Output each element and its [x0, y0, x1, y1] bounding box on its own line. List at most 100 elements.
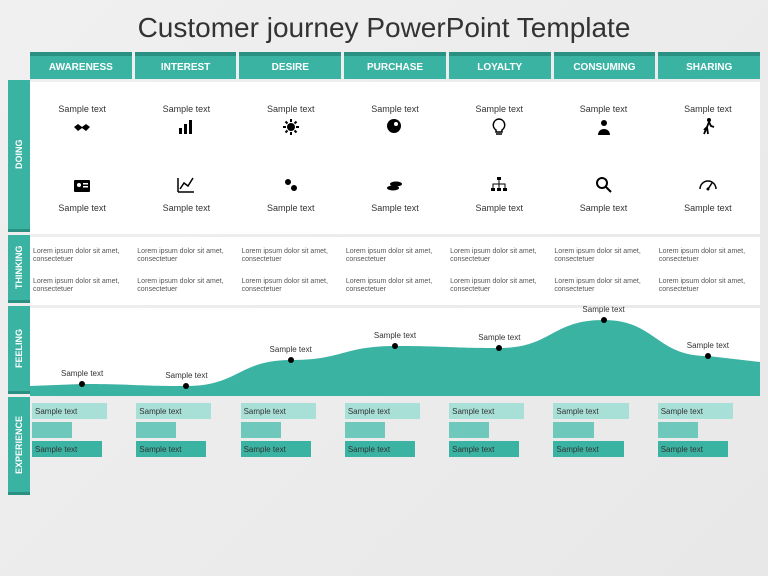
experience-bar: Sample text [345, 403, 420, 419]
doing-label: Sample text [267, 104, 315, 114]
experience-bar: Sample text [136, 403, 211, 419]
doing-item: Sample text [476, 174, 524, 213]
stage-header: INTEREST [135, 52, 237, 79]
experience-bar: Sample text [241, 403, 316, 419]
doing-label: Sample text [58, 203, 106, 213]
stage-headers: AWARENESSINTERESTDESIREPURCHASELOYALTYCO… [30, 52, 760, 79]
experience-bar [136, 422, 176, 438]
doing-label: Sample text [684, 203, 732, 213]
gauge-icon [697, 174, 719, 196]
thinking-column: Lorem ipsum dolor sit amet, consectetuer… [343, 237, 447, 305]
thinking-text: Lorem ipsum dolor sit amet, consectetuer [450, 278, 548, 295]
feeling-point [601, 317, 607, 323]
feeling-label: Sample text [687, 341, 729, 350]
gear-icon [280, 116, 302, 138]
feeling-label: Sample text [270, 345, 312, 354]
doing-section: Sample text Sample text Sample text Samp… [30, 82, 760, 234]
thinking-column: Lorem ipsum dolor sit amet, consectetuer… [239, 237, 343, 305]
doing-column: Sample text Sample text [551, 82, 655, 234]
thinking-column: Lorem ipsum dolor sit amet, consectetuer… [134, 237, 238, 305]
doing-label: Sample text [476, 104, 524, 114]
experience-bar [241, 422, 281, 438]
doing-label: Sample text [684, 104, 732, 114]
feeling-point [392, 343, 398, 349]
experience-bar [345, 422, 385, 438]
experience-bar: Sample text [241, 441, 311, 457]
search-icon [593, 174, 615, 196]
journey-container: DOING THINKING FEELING EXPERIENCE AWAREN… [0, 52, 768, 498]
thinking-text: Lorem ipsum dolor sit amet, consectetuer [554, 278, 652, 295]
thinking-text: Lorem ipsum dolor sit amet, consectetuer [659, 278, 757, 295]
thinking-text: Lorem ipsum dolor sit amet, consectetuer [137, 248, 235, 265]
experience-bar: Sample text [32, 403, 107, 419]
experience-column: Sample text Sample text [134, 399, 238, 497]
handshake-icon [71, 116, 93, 138]
thinking-text: Lorem ipsum dolor sit amet, consectetuer [242, 278, 340, 295]
feeling-point [288, 357, 294, 363]
feeling-label: Sample text [478, 333, 520, 342]
doing-column: Sample text Sample text [656, 82, 760, 234]
thinking-text: Lorem ipsum dolor sit amet, consectetuer [33, 248, 131, 265]
page-title: Customer journey PowerPoint Template [0, 0, 768, 52]
experience-bar: Sample text [658, 403, 733, 419]
experience-column: Sample text Sample text [656, 399, 760, 497]
thinking-column: Lorem ipsum dolor sit amet, consectetuer… [447, 237, 551, 305]
doing-column: Sample text Sample text [30, 82, 134, 234]
experience-bar: Sample text [553, 441, 623, 457]
feeling-label: Sample text [165, 371, 207, 380]
feeling-label: Sample text [61, 369, 103, 378]
doing-label: Sample text [163, 203, 211, 213]
stage-header: SHARING [658, 52, 760, 79]
experience-bar: Sample text [658, 441, 728, 457]
thinking-column: Lorem ipsum dolor sit amet, consectetuer… [30, 237, 134, 305]
gears-icon [280, 174, 302, 196]
feeling-section: Sample text Sample text Sample text Sample … [30, 308, 760, 396]
doing-item: Sample text [58, 104, 106, 143]
doing-column: Sample text Sample text [343, 82, 447, 234]
experience-bar: Sample text [449, 403, 524, 419]
doing-column: Sample text Sample text [239, 82, 343, 234]
doing-item: Sample text [371, 104, 419, 143]
doing-item: Sample text [684, 174, 732, 213]
doing-item: Sample text [580, 104, 628, 143]
feeling-point [183, 383, 189, 389]
walking-icon [697, 116, 719, 138]
feeling-point [496, 345, 502, 351]
thinking-column: Lorem ipsum dolor sit amet, consectetuer… [656, 237, 760, 305]
side-label-feeling: FEELING [8, 306, 30, 394]
stage-header: AWARENESS [30, 52, 132, 79]
thinking-text: Lorem ipsum dolor sit amet, consectetuer [137, 278, 235, 295]
doing-label: Sample text [163, 104, 211, 114]
experience-bar: Sample text [449, 441, 519, 457]
side-labels: DOING THINKING FEELING EXPERIENCE [8, 52, 30, 498]
feeling-curve [30, 308, 760, 396]
thinking-text: Lorem ipsum dolor sit amet, consectetuer [554, 248, 652, 265]
doing-item: Sample text [684, 104, 732, 143]
thinking-column: Lorem ipsum dolor sit amet, consectetuer… [551, 237, 655, 305]
feeling-label: Sample text [582, 305, 624, 314]
experience-column: Sample textSample text [551, 399, 655, 497]
side-label-doing: DOING [8, 80, 30, 232]
experience-bar [658, 422, 698, 438]
thinking-text: Lorem ipsum dolor sit amet, consectetuer [346, 278, 444, 295]
doing-item: Sample text [163, 104, 211, 143]
experience-bar [32, 422, 72, 438]
doing-label: Sample text [476, 203, 524, 213]
doing-item: Sample text [58, 174, 106, 213]
stage-header: DESIRE [239, 52, 341, 79]
org-chart-icon [488, 174, 510, 196]
experience-column: Sample textSample text [30, 399, 134, 497]
bar-chart-icon [175, 116, 197, 138]
person-icon [593, 116, 615, 138]
lightbulb-icon [488, 116, 510, 138]
doing-label: Sample text [58, 104, 106, 114]
side-label-thinking: THINKING [8, 235, 30, 303]
experience-column: Sample textSample text [343, 399, 447, 497]
doing-item: Sample text [267, 104, 315, 143]
experience-bar [553, 422, 593, 438]
feeling-label: Sample text [374, 331, 416, 340]
experience-bar: Sample text [136, 441, 206, 457]
thinking-text: Lorem ipsum dolor sit amet, consectetuer [450, 248, 548, 265]
thinking-text: Lorem ipsum dolor sit amet, consectetuer [659, 248, 757, 265]
thinking-section: Lorem ipsum dolor sit amet, consectetuer… [30, 237, 760, 305]
